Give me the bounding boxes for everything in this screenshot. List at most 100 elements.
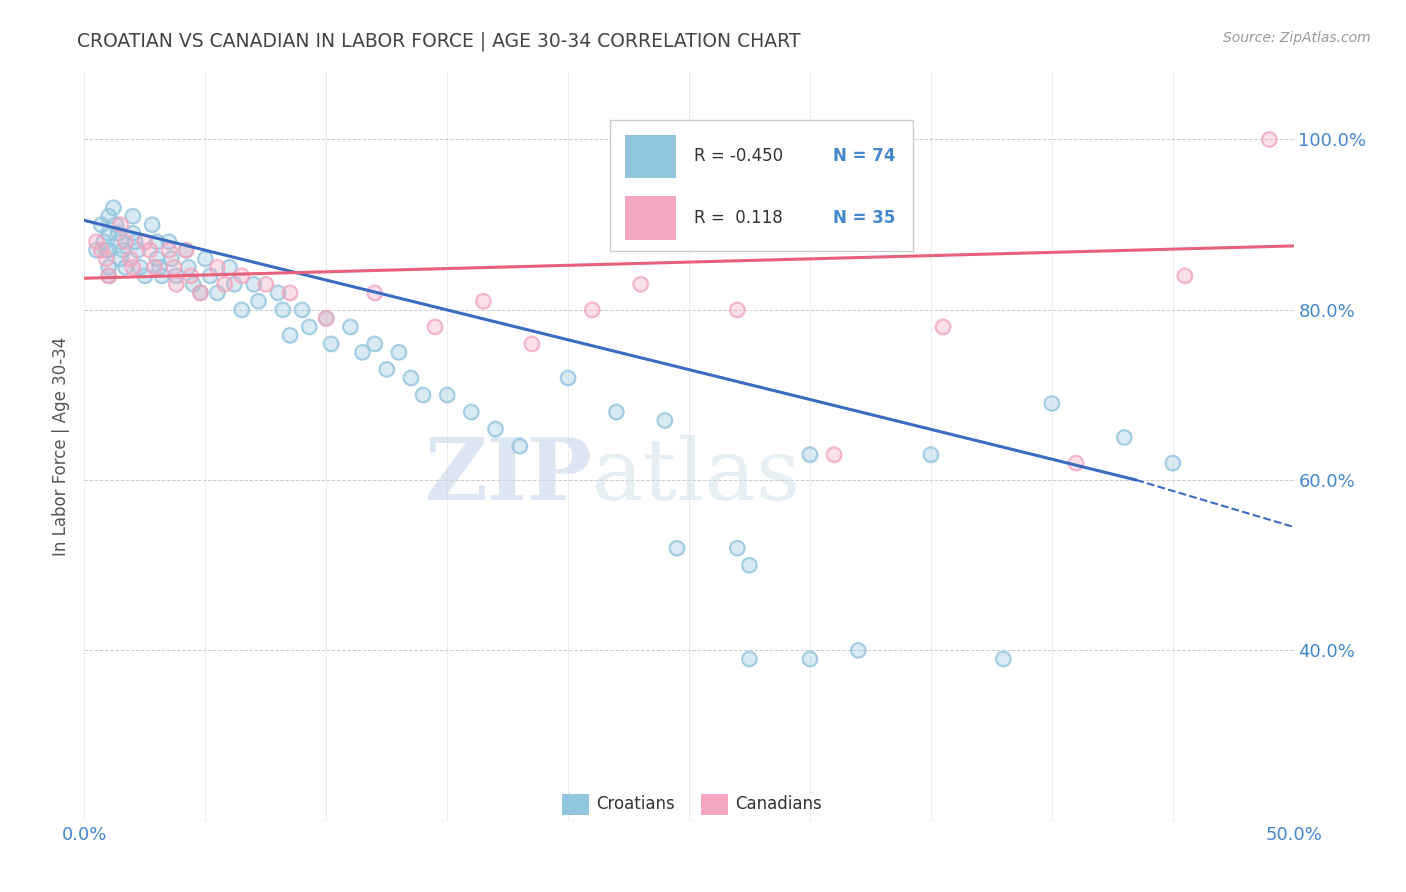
Point	[214, 277, 236, 292]
Point	[198, 268, 221, 283]
Point	[114, 235, 136, 249]
Point	[932, 319, 955, 334]
Point	[605, 405, 627, 419]
Point	[214, 277, 236, 292]
Point	[86, 235, 108, 249]
Point	[103, 201, 125, 215]
Text: Croatians: Croatians	[596, 795, 675, 814]
Point	[97, 260, 120, 275]
Point	[291, 302, 314, 317]
Point	[1258, 132, 1281, 146]
Point	[127, 243, 149, 257]
Point	[1258, 132, 1281, 146]
Point	[97, 243, 120, 257]
Point	[148, 260, 170, 275]
Point	[423, 319, 446, 334]
Point	[920, 448, 942, 462]
Point	[97, 268, 120, 283]
Point	[165, 277, 187, 292]
Point	[799, 652, 821, 666]
Point	[141, 218, 163, 232]
Point	[94, 252, 117, 266]
Y-axis label: In Labor Force | Age 30-34: In Labor Force | Age 30-34	[52, 336, 70, 556]
Point	[247, 294, 270, 309]
Point	[388, 345, 411, 359]
Point	[146, 252, 169, 266]
Point	[1040, 396, 1063, 410]
Point	[1174, 268, 1197, 283]
Point	[319, 336, 342, 351]
Point	[242, 277, 264, 292]
Point	[190, 285, 212, 300]
Point	[124, 235, 146, 249]
Point	[315, 311, 337, 326]
Point	[254, 277, 277, 292]
Point	[388, 345, 411, 359]
Point	[110, 252, 132, 266]
Point	[143, 260, 166, 275]
Point	[157, 235, 180, 249]
Point	[180, 268, 202, 283]
Point	[165, 268, 187, 283]
Point	[412, 388, 434, 402]
Point	[665, 541, 688, 556]
Point	[107, 226, 129, 240]
Point	[242, 277, 264, 292]
Point	[399, 371, 422, 385]
Point	[141, 218, 163, 232]
Point	[271, 302, 294, 317]
Point	[267, 285, 290, 300]
Point	[315, 311, 337, 326]
Point	[231, 268, 253, 283]
Point	[993, 652, 1015, 666]
Point	[90, 218, 112, 232]
Point	[86, 243, 108, 257]
Point	[1161, 456, 1184, 470]
FancyBboxPatch shape	[610, 120, 912, 252]
Point	[177, 260, 200, 275]
Point	[247, 294, 270, 309]
Point	[319, 336, 342, 351]
Point	[298, 319, 321, 334]
Point	[315, 311, 337, 326]
Point	[138, 243, 160, 257]
Point	[134, 235, 156, 249]
Point	[932, 319, 955, 334]
Point	[97, 260, 120, 275]
Point	[799, 448, 821, 462]
Point	[90, 218, 112, 232]
Point	[1040, 396, 1063, 410]
Point	[738, 652, 761, 666]
Text: Source: ZipAtlas.com: Source: ZipAtlas.com	[1223, 31, 1371, 45]
Text: CROATIAN VS CANADIAN IN LABOR FORCE | AGE 30-34 CORRELATION CHART: CROATIAN VS CANADIAN IN LABOR FORCE | AG…	[77, 31, 801, 51]
Point	[738, 652, 761, 666]
Point	[127, 243, 149, 257]
Point	[399, 371, 422, 385]
Point	[114, 260, 136, 275]
FancyBboxPatch shape	[624, 196, 676, 240]
Text: N = 74: N = 74	[832, 147, 896, 165]
Point	[90, 243, 112, 257]
Point	[799, 448, 821, 462]
Point	[278, 285, 301, 300]
Point	[86, 243, 108, 257]
Point	[846, 643, 869, 657]
Point	[725, 302, 748, 317]
Point	[121, 260, 143, 275]
Point	[224, 277, 246, 292]
Point	[484, 422, 506, 436]
Point	[291, 302, 314, 317]
Point	[94, 243, 117, 257]
Point	[121, 260, 143, 275]
Point	[94, 252, 117, 266]
Point	[339, 319, 361, 334]
Point	[129, 260, 152, 275]
Point	[165, 268, 187, 283]
Point	[120, 252, 142, 266]
Point	[375, 362, 398, 376]
Point	[146, 235, 169, 249]
Point	[460, 405, 482, 419]
FancyBboxPatch shape	[562, 794, 589, 814]
Point	[104, 218, 127, 232]
Point	[174, 243, 197, 257]
